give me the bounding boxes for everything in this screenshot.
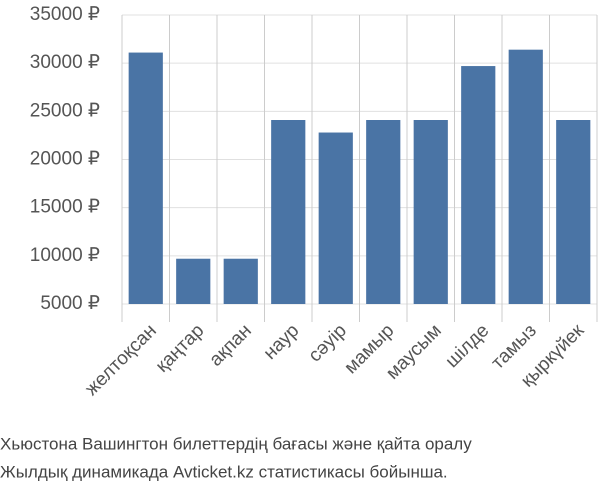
bar [223, 258, 258, 304]
chart-title: Жылдық динамикада Avticket.kz статистика… [0, 462, 448, 481]
x-tick-label: шілде [442, 320, 494, 372]
bar [366, 120, 401, 305]
bar [318, 132, 353, 304]
bar [556, 120, 591, 305]
bar [176, 258, 211, 304]
y-tick-label: 35000 ₽ [30, 4, 100, 25]
bar [128, 52, 163, 304]
x-tick-label: қаңтар [152, 320, 209, 377]
bar [413, 120, 448, 305]
chart-title: Хьюстона Вашингтон билеттердің бағасы жә… [0, 434, 472, 453]
y-tick-label: 5000 ₽ [40, 293, 100, 314]
bar [271, 120, 306, 305]
bar [461, 66, 496, 304]
y-tick-label: 15000 ₽ [30, 197, 100, 218]
y-tick-label: 20000 ₽ [30, 149, 100, 170]
x-tick-label: наур [260, 320, 304, 364]
x-tick-label: ақпан [205, 320, 255, 370]
bar [508, 49, 543, 305]
y-tick-label: 10000 ₽ [30, 245, 100, 266]
y-tick-label: 30000 ₽ [30, 52, 100, 73]
x-tick-label: желтоқсан [81, 320, 161, 400]
y-tick-label: 25000 ₽ [30, 100, 100, 121]
